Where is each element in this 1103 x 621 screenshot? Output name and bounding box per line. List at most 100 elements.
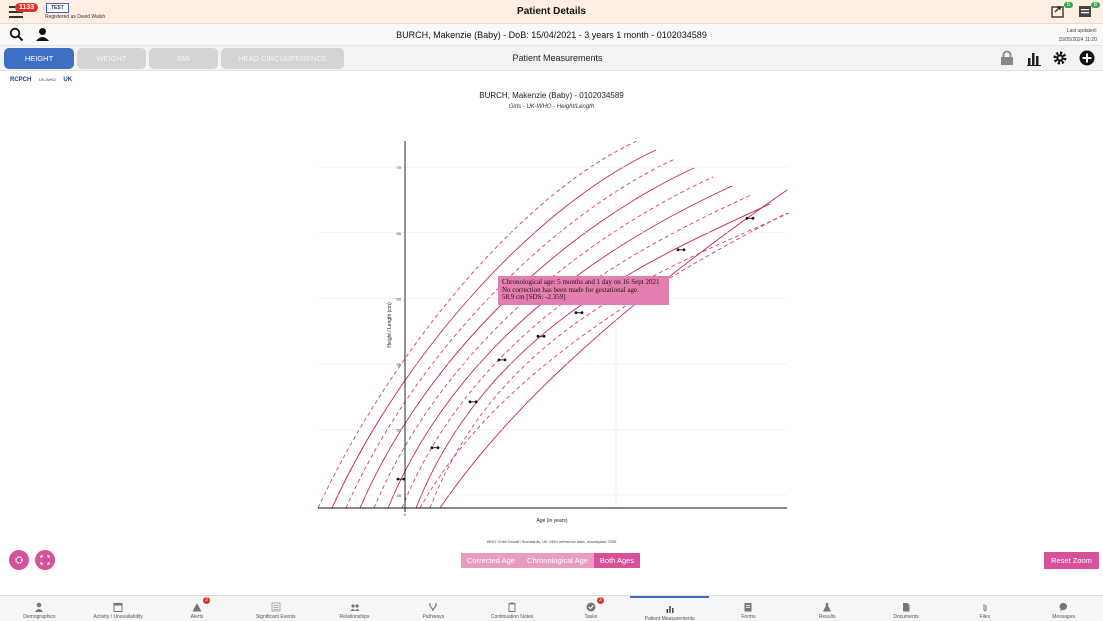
measurement-point[interactable]: [497, 358, 507, 362]
tab-head-circumference[interactable]: HEAD CIRCUMFERENCE: [221, 48, 344, 69]
corrected-age-dot[interactable]: [402, 477, 406, 481]
form-icon: [743, 599, 753, 612]
nav-label: Forms: [741, 614, 756, 620]
nav-badge: 2: [597, 597, 604, 604]
measurement-point[interactable]: [676, 248, 686, 252]
chronological-age-button[interactable]: Chronological Age: [521, 553, 594, 568]
both-ages-button[interactable]: Both Ages: [594, 553, 640, 568]
corrected-age-dot[interactable]: [682, 248, 686, 252]
warning-icon: 2: [192, 597, 210, 612]
y-tick-label: 70: [397, 165, 402, 170]
nav-item-tasks[interactable]: 2 Tasks: [552, 596, 631, 621]
y-tick-label: 60: [397, 296, 402, 301]
tab-height[interactable]: HEIGHT: [4, 48, 74, 69]
nav-item-files[interactable]: Files: [945, 596, 1024, 621]
plus-icon[interactable]: [1079, 50, 1095, 66]
nav-item-relationships[interactable]: Relationships: [315, 596, 394, 621]
nav-item-results[interactable]: Results: [788, 596, 867, 621]
chronological-age-dot[interactable]: [676, 248, 680, 252]
nav-item-activity-unavailability[interactable]: Activity / Unavailability: [79, 596, 158, 621]
centile-line-dashed: [345, 158, 676, 509]
chronological-age-dot[interactable]: [468, 400, 472, 404]
growth-chart[interactable]: 45 50 55 60 65 70 0 Age (in years) Height / Leng…: [0, 0, 1103, 595]
tasks-count-badge: 8: [1090, 2, 1100, 8]
chart-title: BURCH, Makenzie (Baby) - 0102034589: [479, 91, 624, 100]
corrected-age-dot[interactable]: [580, 311, 584, 315]
measurement-point[interactable]: [396, 477, 406, 481]
y-tick-label: 65: [397, 231, 402, 236]
group-icon: [350, 599, 360, 611]
centile-line-dashed: [429, 212, 790, 509]
top-bar: 1133 TEST Registered as David Walsh Pati…: [0, 0, 1103, 24]
nav-item-patient-measurements[interactable]: Patient Measurements: [630, 596, 710, 621]
corrected-age-button[interactable]: Corrected Age: [461, 553, 521, 568]
measurement-tabs-bar: HEIGHT WEIGHT BMI HEAD CIRCUMFERENCE Pat…: [0, 46, 1103, 71]
corrected-age-dot[interactable]: [542, 334, 546, 338]
chronological-age-dot[interactable]: [536, 334, 540, 338]
chart-options-button[interactable]: [9, 550, 29, 570]
measurement-tooltip: Chronological age: 5 months and 1 day on…: [498, 276, 669, 305]
nav-label: Significant Events: [255, 614, 296, 620]
session-timer-badge: 1133: [15, 3, 39, 12]
nav-label: Relationships: [339, 614, 370, 620]
uk-logo: UK: [63, 77, 73, 83]
bar-chart-icon[interactable]: [1026, 50, 1042, 66]
bottom-navigation: Demographics Activity / Unavailability 2 Al…: [0, 595, 1103, 621]
rcpch-logo: RCPCH: [10, 77, 32, 83]
tab-bmi[interactable]: BMI: [149, 48, 218, 69]
chronological-age-dot[interactable]: [497, 358, 501, 362]
search-icon[interactable]: [9, 27, 24, 42]
last-updated-label: Last updated:: [1066, 28, 1097, 34]
chronological-age-dot[interactable]: [574, 311, 578, 315]
chronological-age-dot[interactable]: [396, 477, 400, 481]
list-icon: [271, 599, 281, 612]
gear-icon[interactable]: [1052, 50, 1068, 66]
chat-icon: [1059, 599, 1069, 612]
nav-item-significant-events[interactable]: Significant Events: [236, 596, 315, 621]
nav-item-continuation-notes[interactable]: Continuation Notes: [473, 596, 552, 621]
nav-badge: 2: [203, 597, 210, 604]
corrected-age-dot[interactable]: [751, 216, 755, 220]
calendar-icon: [113, 599, 123, 612]
x-tick-label: 0: [404, 512, 407, 517]
lock-icon[interactable]: [999, 50, 1015, 66]
inbox-icon[interactable]: 5: [1051, 2, 1073, 19]
last-updated-value: 15/05/2024 11:20: [1058, 37, 1097, 43]
clipboard-icon: [507, 599, 517, 612]
centile-line-dashed: [373, 176, 714, 509]
centile-line-dashed: [419, 212, 788, 509]
chronological-age-dot[interactable]: [430, 446, 434, 450]
patient-summary: BURCH, Makenzie (Baby) - DoB: 15/04/2021…: [396, 30, 707, 40]
patient-icon[interactable]: [35, 27, 50, 42]
nav-item-alerts[interactable]: 2 Alerts: [158, 596, 237, 621]
nav-item-demographics[interactable]: Demographics: [0, 596, 79, 621]
centile-line-dashed: [401, 194, 752, 509]
pathway-icon: [428, 599, 438, 612]
measurement-point[interactable]: [745, 216, 755, 220]
measurement-point[interactable]: [430, 446, 440, 450]
chronological-age-dot[interactable]: [745, 216, 749, 220]
nav-label: Pathways: [422, 614, 445, 620]
tab-weight[interactable]: WEIGHT: [77, 48, 146, 69]
reset-zoom-button[interactable]: Reset Zoom: [1044, 552, 1099, 569]
tasks-inbox-icon[interactable]: 8: [1078, 2, 1100, 19]
corrected-age-dot[interactable]: [436, 446, 440, 450]
measurement-point[interactable]: [574, 311, 584, 315]
centile-line: [331, 149, 657, 509]
nav-item-documents[interactable]: Documents: [867, 596, 946, 621]
check-icon: 2: [586, 597, 604, 612]
y-tick-label: 45: [397, 493, 402, 498]
nav-item-messages[interactable]: Messages: [1024, 596, 1103, 621]
measurement-points[interactable]: [396, 216, 755, 481]
fullscreen-button[interactable]: [35, 550, 55, 570]
measurement-point[interactable]: [468, 400, 478, 404]
nav-item-pathways[interactable]: Pathways: [394, 596, 473, 621]
settings-icon: [15, 556, 23, 564]
paperclip-icon: [980, 599, 990, 612]
corrected-age-dot[interactable]: [474, 400, 478, 404]
corrected-age-dot[interactable]: [503, 358, 507, 362]
nav-item-forms[interactable]: Forms: [709, 596, 788, 621]
tooltip-value: 58.9 cm [SDS: -2.359]: [502, 293, 566, 301]
nav-label: Documents: [893, 614, 919, 620]
measurement-point[interactable]: [536, 334, 546, 338]
